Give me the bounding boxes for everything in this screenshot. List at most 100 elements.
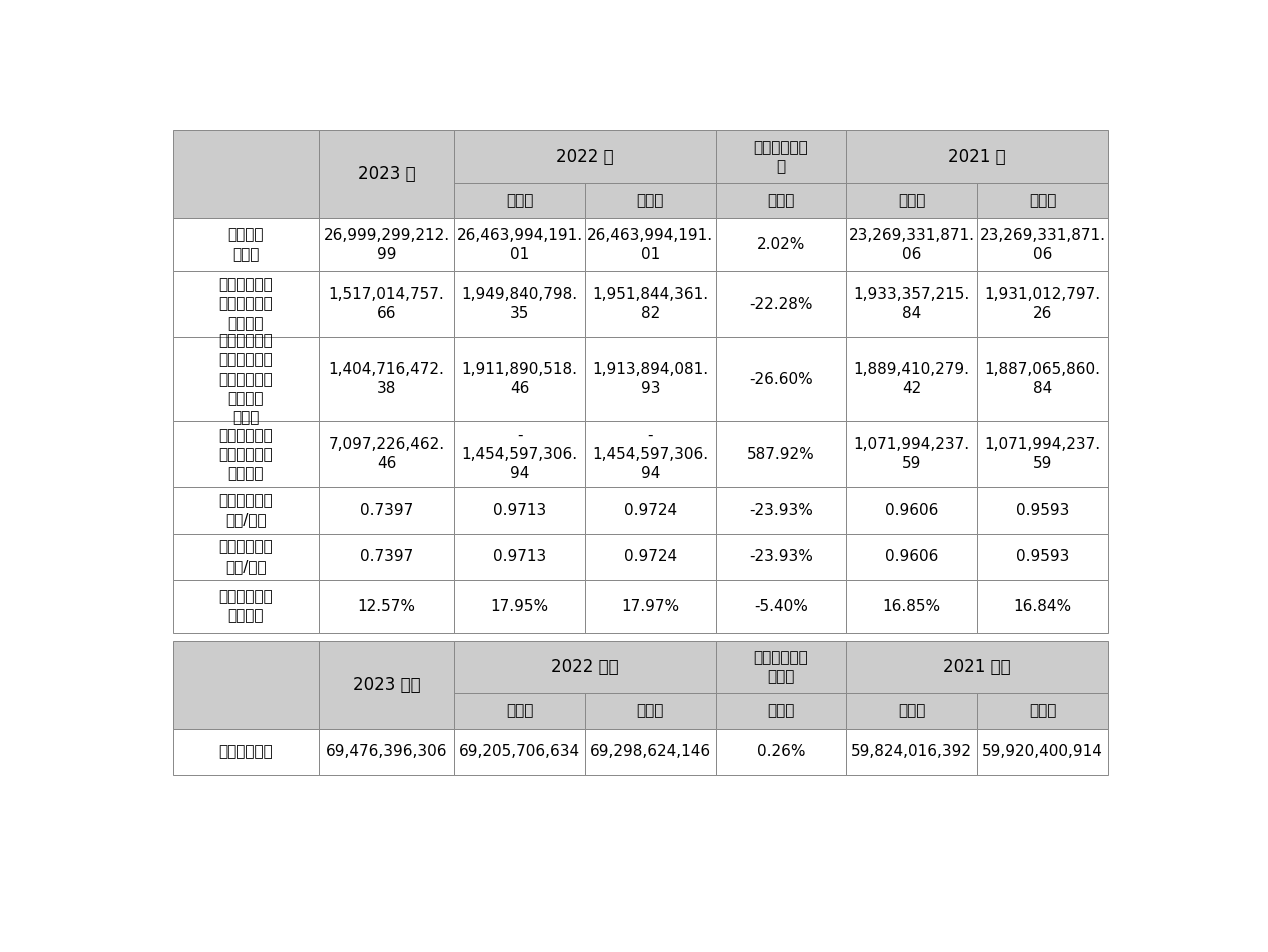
Bar <box>585 422 715 487</box>
Bar <box>318 580 454 633</box>
Bar <box>318 422 454 487</box>
Text: 7,097,226,462.
46: 7,097,226,462. 46 <box>328 437 445 471</box>
Bar <box>715 580 847 633</box>
Bar <box>585 183 715 218</box>
Text: 调整后: 调整后 <box>767 704 795 719</box>
Text: 69,205,706,634: 69,205,706,634 <box>459 744 581 759</box>
Text: -23.93%: -23.93% <box>749 549 813 565</box>
Text: 调整前: 调整前 <box>898 193 926 208</box>
Text: 本年比上年增
减: 本年比上年增 减 <box>753 140 809 174</box>
Bar <box>978 337 1108 422</box>
Bar <box>847 271 978 337</box>
Text: -
1,454,597,306.
94: - 1,454,597,306. 94 <box>462 427 578 481</box>
Text: 59,920,400,914: 59,920,400,914 <box>981 744 1103 759</box>
Bar <box>715 130 847 183</box>
Bar <box>174 218 318 271</box>
Bar <box>847 641 1108 693</box>
Text: -26.60%: -26.60% <box>749 371 813 387</box>
Bar <box>978 271 1108 337</box>
Text: 1,951,844,361.
82: 1,951,844,361. 82 <box>592 287 709 321</box>
Bar <box>174 580 318 633</box>
Bar <box>318 337 454 422</box>
Text: 调整前: 调整前 <box>506 193 534 208</box>
Bar <box>847 218 978 271</box>
Text: 2.02%: 2.02% <box>757 237 805 252</box>
Bar <box>978 533 1108 580</box>
Bar <box>978 422 1108 487</box>
Text: 调整后: 调整后 <box>1028 193 1056 208</box>
Text: 0.7397: 0.7397 <box>360 503 413 518</box>
Bar <box>585 580 715 633</box>
Bar <box>978 693 1108 728</box>
Bar <box>715 693 847 728</box>
Bar <box>585 271 715 337</box>
Bar <box>454 728 585 775</box>
Text: 2021 年末: 2021 年末 <box>943 658 1011 676</box>
Text: 加权平均净资
产收益率: 加权平均净资 产收益率 <box>218 589 274 624</box>
Text: 26,999,299,212.
99: 26,999,299,212. 99 <box>323 228 450 262</box>
Bar <box>454 422 585 487</box>
Text: 587.92%: 587.92% <box>747 446 815 462</box>
Bar <box>174 728 318 775</box>
Bar <box>454 218 585 271</box>
Bar <box>318 218 454 271</box>
Bar <box>585 487 715 533</box>
Text: 1,071,994,237.
59: 1,071,994,237. 59 <box>853 437 970 471</box>
Bar <box>454 487 585 533</box>
Bar <box>454 533 585 580</box>
Text: 2021 年: 2021 年 <box>948 148 1006 166</box>
Bar <box>847 580 978 633</box>
Text: 营业收入
（元）: 营业收入 （元） <box>228 228 264 262</box>
Text: 调整后: 调整后 <box>637 704 664 719</box>
Text: 1,933,357,215.
84: 1,933,357,215. 84 <box>853 287 970 321</box>
Text: 1,931,012,797.
26: 1,931,012,797. 26 <box>984 287 1101 321</box>
Bar <box>318 487 454 533</box>
Bar <box>847 693 978 728</box>
Bar <box>847 728 978 775</box>
Bar <box>318 728 454 775</box>
Text: 17.97%: 17.97% <box>621 599 680 614</box>
Bar <box>454 580 585 633</box>
Bar <box>715 487 847 533</box>
Bar <box>847 533 978 580</box>
Bar <box>715 641 847 693</box>
Bar <box>174 337 318 422</box>
Bar <box>174 271 318 337</box>
Text: 1,404,716,472.
38: 1,404,716,472. 38 <box>328 362 444 396</box>
Bar <box>174 422 318 487</box>
Bar <box>318 533 454 580</box>
Bar <box>318 271 454 337</box>
Text: 16.85%: 16.85% <box>883 599 941 614</box>
Bar <box>715 218 847 271</box>
Bar <box>174 487 318 533</box>
Text: 23,269,331,871.
06: 23,269,331,871. 06 <box>848 228 975 262</box>
Text: 0.9593: 0.9593 <box>1016 503 1069 518</box>
Text: 69,476,396,306: 69,476,396,306 <box>326 744 448 759</box>
Bar <box>174 130 318 218</box>
Bar <box>454 693 585 728</box>
Text: 0.9606: 0.9606 <box>885 503 938 518</box>
Text: 调整前: 调整前 <box>898 704 926 719</box>
Bar <box>174 533 318 580</box>
Text: 1,949,840,798.
35: 1,949,840,798. 35 <box>462 287 578 321</box>
Text: 归属于上市公
司股东的净利
润（元）: 归属于上市公 司股东的净利 润（元） <box>218 277 274 330</box>
Text: 1,913,894,081.
93: 1,913,894,081. 93 <box>592 362 709 396</box>
Text: 稀释每股收益
（元/股）: 稀释每股收益 （元/股） <box>218 540 274 574</box>
Bar <box>454 641 715 693</box>
Text: 1,889,410,279.
42: 1,889,410,279. 42 <box>853 362 970 396</box>
Text: -23.93%: -23.93% <box>749 503 813 518</box>
Bar <box>585 728 715 775</box>
Text: 1,887,065,860.
84: 1,887,065,860. 84 <box>984 362 1101 396</box>
Bar <box>318 641 454 728</box>
Text: 12.57%: 12.57% <box>358 599 416 614</box>
Text: 0.9724: 0.9724 <box>624 503 677 518</box>
Text: 0.9724: 0.9724 <box>624 549 677 565</box>
Bar <box>847 487 978 533</box>
Text: 0.9713: 0.9713 <box>493 503 547 518</box>
Bar <box>978 218 1108 271</box>
Text: -22.28%: -22.28% <box>749 297 813 311</box>
Text: 16.84%: 16.84% <box>1013 599 1071 614</box>
Text: 1,071,994,237.
59: 1,071,994,237. 59 <box>984 437 1101 471</box>
Bar <box>585 693 715 728</box>
Text: 59,824,016,392: 59,824,016,392 <box>851 744 973 759</box>
